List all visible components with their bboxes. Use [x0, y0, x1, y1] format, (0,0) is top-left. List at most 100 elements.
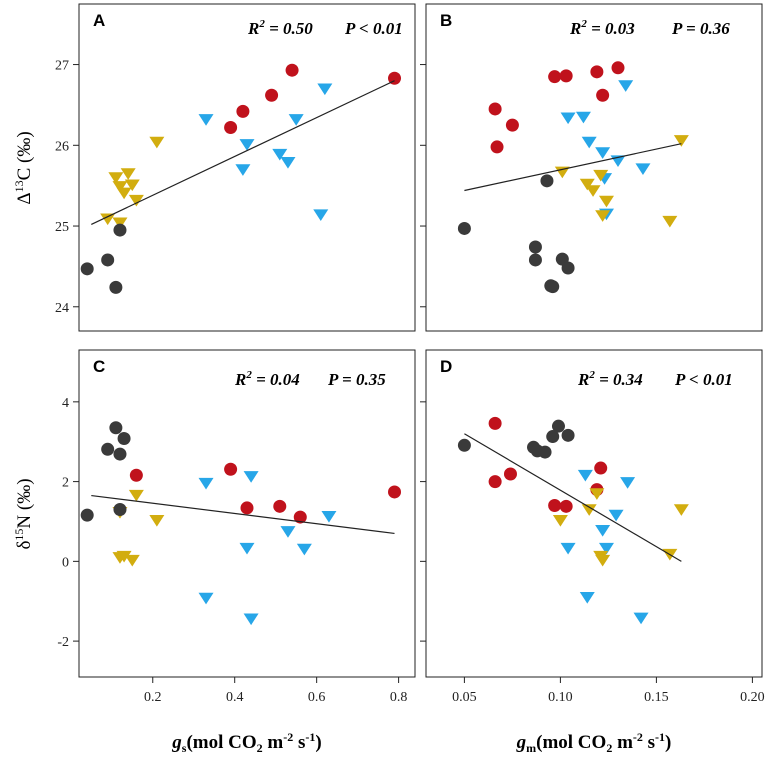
panel-c-frame — [78, 349, 416, 678]
panel-d-point-red-circle — [488, 416, 502, 430]
panel-a-ytick-label: 25 — [55, 220, 69, 235]
panel-b-point-blue-triangle — [581, 136, 597, 149]
panel-d-point-dark-circle — [538, 445, 552, 459]
panel-a-points — [80, 63, 402, 294]
panel-c-point-blue-triangle — [239, 542, 255, 555]
panel-a-point-yellow-triangle — [128, 194, 144, 207]
panel-b-point-red-circle — [505, 118, 519, 132]
panel-b-yticks — [420, 64, 426, 308]
panel-a-point-red-circle — [236, 104, 250, 118]
panel-c-point-red-circle — [388, 485, 402, 499]
panel-d-point-yellow-triangle — [589, 488, 605, 500]
panel-d-point-dark-circle — [561, 428, 575, 442]
panel-c-point-blue-triangle — [280, 526, 296, 538]
panel-c-point-yellow-triangle — [116, 550, 132, 563]
panel-a-point-yellow-triangle — [124, 179, 140, 192]
panel-c-xtick-label: 0.4 — [226, 690, 244, 705]
panel-b-point-red-circle — [596, 88, 610, 102]
panel-c-ytick-label: 0 — [62, 555, 69, 570]
panel-d-point-blue-triangle — [608, 509, 624, 522]
panel-a-point-dark-circle — [101, 253, 115, 267]
panel-c-point-red-circle — [224, 462, 238, 476]
panel-c-points — [80, 421, 402, 626]
panel-a: A R2 = 0.50 P < 0.01 24 25 26 27 — [55, 3, 416, 332]
panel-b: B R2 = 0.03 P = 0.36 — [420, 3, 763, 332]
panel-c-point-dark-circle — [101, 442, 115, 456]
panel-d-xtick-label: 0.20 — [740, 690, 765, 705]
panel-a-point-red-circle — [224, 121, 238, 135]
panel-a-point-blue-triangle — [239, 139, 255, 151]
panel-b-point-red-circle — [490, 140, 504, 154]
panel-c-point-dark-circle — [109, 421, 123, 435]
panel-a-point-yellow-triangle — [108, 172, 124, 184]
panel-c-ytick-label: 4 — [62, 396, 69, 411]
panel-b-point-red-circle — [559, 69, 573, 83]
panel-d-point-dark-circle — [551, 419, 565, 433]
top-y-axis-title: Δ13C (‰) — [12, 131, 35, 204]
panel-b-point-dark-circle — [561, 261, 575, 275]
panel-d-p: P < 0.01 — [674, 370, 733, 389]
panel-b-point-yellow-triangle — [673, 135, 689, 147]
panel-c-point-yellow-triangle — [124, 554, 140, 567]
panel-d-point-yellow-triangle — [595, 554, 611, 567]
panel-d-letter: D — [440, 357, 452, 376]
panel-d-point-red-circle — [488, 475, 502, 489]
panel-a-ytick-label: 24 — [55, 301, 69, 316]
panel-a-point-yellow-triangle — [149, 136, 165, 149]
panel-b-point-yellow-triangle — [554, 166, 570, 179]
panel-d-point-yellow-triangle — [673, 504, 689, 516]
panel-c-point-blue-triangle — [321, 510, 337, 523]
panel-c-xtick-label: 0.2 — [144, 690, 162, 705]
panel-c-point-red-circle — [240, 501, 254, 515]
panel-d-yticks — [420, 401, 426, 642]
panel-b-fit-line — [464, 143, 682, 192]
panel-a-ytick-label: 27 — [55, 59, 69, 74]
panel-a-fit-line — [91, 80, 395, 225]
panel-a-ytick-label: 26 — [55, 139, 69, 154]
panel-b-point-red-circle — [548, 70, 562, 84]
panel-b-point-yellow-triangle — [595, 210, 611, 222]
panel-c-point-blue-triangle — [198, 477, 214, 490]
panel-d-fit-line — [464, 433, 682, 562]
panel-b-point-yellow-triangle — [598, 195, 614, 208]
panel-b-point-red-circle — [611, 61, 625, 75]
panel-d-point-red-circle — [548, 499, 562, 513]
panel-d-frame — [425, 349, 763, 678]
panel-a-p: P < 0.01 — [344, 19, 403, 38]
panel-d-point-dark-circle — [546, 430, 560, 444]
panel-c-point-red-circle — [129, 468, 143, 482]
panel-a-point-dark-circle — [109, 280, 123, 294]
panel-a-point-yellow-triangle — [100, 213, 116, 226]
panel-b-p: P = 0.36 — [671, 19, 730, 38]
panel-b-points — [457, 61, 689, 294]
panel-a-point-yellow-triangle — [112, 181, 128, 193]
panel-a-r2: R2 = 0.50 — [247, 18, 313, 38]
panel-c-point-dark-circle — [113, 447, 127, 461]
panel-d-point-yellow-triangle — [581, 504, 597, 516]
panel-a-letter: A — [93, 11, 105, 30]
panel-d-xtick-label: 0.05 — [452, 690, 477, 705]
panel-b-r2: R2 = 0.03 — [569, 18, 635, 38]
panel-a-yticks: 24 25 26 27 — [55, 59, 79, 316]
panel-d-point-dark-circle — [457, 438, 471, 452]
panel-d-point-blue-triangle — [595, 524, 611, 537]
panel-d-point-yellow-triangle — [552, 514, 568, 527]
panel-d-xticks: 0.05 0.10 0.15 0.20 — [452, 677, 765, 705]
panel-a-point-red-circle — [388, 71, 402, 85]
panel-b-point-dark-circle — [544, 279, 558, 293]
panel-d-point-blue-triangle — [577, 469, 593, 482]
panel-c-point-yellow-triangle — [149, 514, 165, 527]
panel-b-point-dark-circle — [457, 221, 471, 235]
panel-d-r2: R2 = 0.34 — [577, 369, 643, 389]
panel-d-points — [457, 416, 689, 625]
panel-a-point-blue-triangle — [235, 164, 251, 176]
panel-c-point-blue-triangle — [198, 592, 214, 605]
panel-b-point-dark-circle — [540, 174, 554, 188]
panel-b-point-dark-circle — [528, 240, 542, 254]
panel-a-point-yellow-triangle — [116, 187, 132, 200]
panel-b-point-red-circle — [590, 65, 604, 79]
panel-b-point-blue-triangle — [618, 80, 634, 92]
panel-a-point-blue-triangle — [288, 114, 304, 126]
panel-d-point-red-circle — [503, 467, 517, 481]
panel-a-point-blue-triangle — [317, 83, 333, 96]
